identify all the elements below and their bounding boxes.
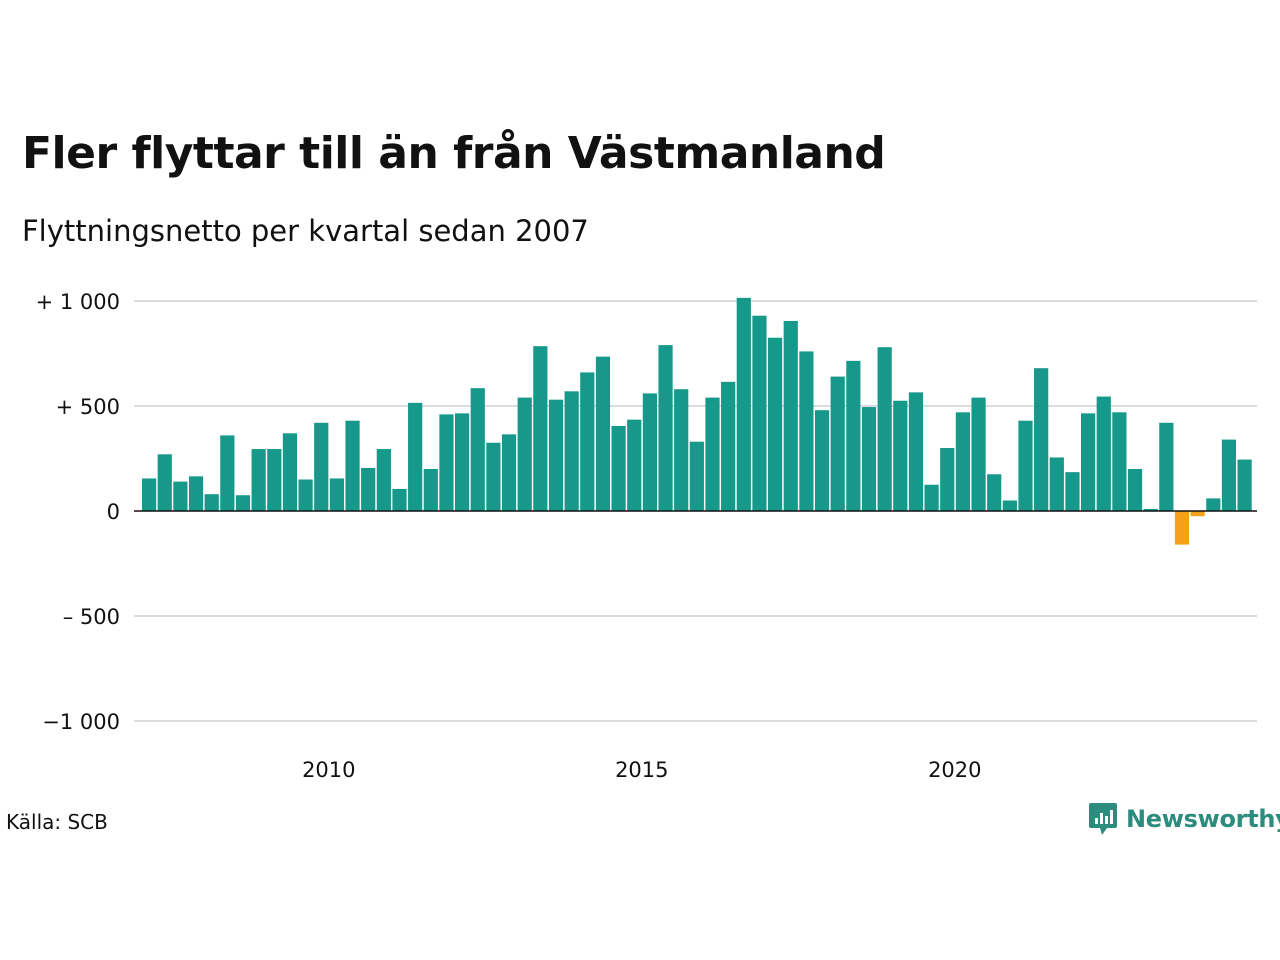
- bar: [1221, 439, 1237, 511]
- bar: [470, 388, 485, 511]
- y-tick-label: – 500: [63, 605, 120, 629]
- bar: [1049, 457, 1064, 511]
- brand-name: Newsworthy: [1126, 805, 1280, 833]
- bar: [580, 372, 595, 511]
- bar: [408, 402, 423, 511]
- bar: [298, 479, 313, 511]
- bar: [282, 433, 298, 511]
- bar: [861, 407, 877, 511]
- axes: + 1 000 + 500 0 – 500 −1 000 2010 2015 2020: [36, 290, 1257, 782]
- y-tick-label: −1 000: [42, 710, 120, 734]
- bar: [1081, 413, 1096, 511]
- bar: [455, 413, 470, 511]
- bar: [1159, 422, 1174, 511]
- bar: [376, 449, 391, 511]
- bar: [1206, 498, 1221, 511]
- x-tick-label: 2015: [615, 758, 668, 782]
- bar: [940, 448, 955, 511]
- bar: [799, 351, 814, 511]
- bar: [595, 356, 611, 511]
- bar: [1018, 420, 1033, 511]
- x-tick-label: 2010: [302, 758, 355, 782]
- bar: [814, 410, 830, 511]
- bar: [548, 399, 564, 511]
- bar: [611, 425, 626, 511]
- bar: [157, 454, 172, 511]
- bar: [204, 494, 219, 511]
- bar: [1065, 472, 1080, 511]
- bar: [627, 419, 642, 511]
- bars: [142, 297, 1252, 545]
- y-tick-label: + 1 000: [36, 290, 120, 314]
- bar: [658, 345, 673, 511]
- bar: [501, 434, 517, 511]
- bar: [971, 397, 986, 511]
- bar: [1174, 511, 1190, 545]
- bar: [908, 392, 924, 511]
- bar: [314, 422, 329, 511]
- chart-subtitle: Flyttningsnetto per kvartal sedan 2007: [22, 214, 589, 248]
- bar-chart-speech-bubble-icon: [1089, 803, 1117, 835]
- y-tick-label: + 500: [56, 395, 120, 419]
- bar-chart: + 1 000 + 500 0 – 500 −1 000 2010 2015 2020: [36, 290, 1257, 782]
- bar: [846, 360, 861, 511]
- bar: [1002, 500, 1017, 511]
- bar: [987, 474, 1002, 511]
- gridlines: [134, 300, 1257, 722]
- bar: [1112, 412, 1127, 511]
- bar: [235, 495, 251, 511]
- bar: [1096, 396, 1111, 511]
- bar: [423, 469, 438, 511]
- bar: [486, 442, 501, 511]
- bar: [517, 397, 532, 511]
- bar: [877, 347, 892, 511]
- bar: [533, 346, 548, 511]
- bar: [674, 389, 689, 511]
- bar: [721, 381, 736, 511]
- bar: [361, 467, 376, 511]
- bar: [955, 412, 970, 511]
- bar: [329, 478, 344, 511]
- bar: [345, 420, 360, 511]
- bar: [830, 376, 845, 511]
- bar: [752, 315, 767, 511]
- bar: [188, 476, 204, 511]
- bar: [173, 481, 188, 511]
- bar: [705, 397, 720, 511]
- bar: [1127, 469, 1143, 511]
- bar: [893, 400, 908, 511]
- bar: [564, 391, 579, 511]
- bar: [267, 449, 282, 511]
- bar: [736, 297, 751, 511]
- bar: [220, 435, 235, 511]
- bar: [1143, 508, 1158, 511]
- bar: [642, 393, 657, 511]
- brand-logo[interactable]: Newsworthy: [1088, 802, 1280, 836]
- bar: [1237, 459, 1252, 511]
- bar: [1190, 511, 1205, 517]
- source-note: Källa: SCB: [6, 810, 108, 834]
- bar: [689, 441, 704, 511]
- bar: [924, 484, 939, 511]
- bar: [783, 320, 798, 511]
- chart-title: Fler flyttar till än från Västmanland: [22, 128, 886, 179]
- y-tick-label: 0: [107, 500, 120, 524]
- bar: [251, 449, 266, 511]
- bar: [392, 488, 407, 511]
- bar: [439, 414, 454, 511]
- bar: [1034, 368, 1049, 511]
- x-tick-label: 2020: [928, 758, 981, 782]
- bar: [768, 337, 783, 511]
- bar: [142, 478, 157, 511]
